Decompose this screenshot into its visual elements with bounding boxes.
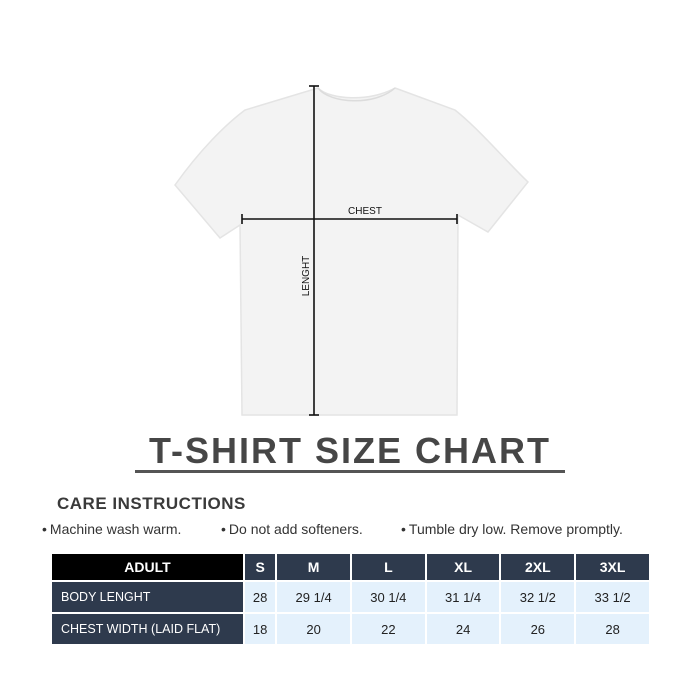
table-cell: 20	[275, 612, 352, 646]
page-title: T-SHIRT SIZE CHART	[149, 430, 551, 471]
table-cell: 33 1/2	[574, 580, 651, 614]
tshirt-image	[174, 87, 530, 416]
size-header: L	[349, 552, 427, 582]
table-cell: 28	[242, 580, 278, 614]
size-header: M	[275, 552, 352, 582]
table-cell: 22	[349, 612, 427, 646]
size-header: S	[242, 552, 278, 582]
table-cell: 18	[242, 612, 278, 646]
table-cell: 24	[424, 612, 502, 646]
size-header: 3XL	[574, 552, 651, 582]
table-cell: 30 1/4	[349, 580, 427, 614]
table-cell: 31 1/4	[424, 580, 502, 614]
care-item: Do not add softeners.	[221, 521, 363, 537]
size-header: 2XL	[499, 552, 577, 582]
tshirt-diagram: CHEST LENGHT	[174, 85, 530, 416]
care-item: Machine wash warm.	[42, 521, 182, 537]
row-label: BODY LENGHT	[50, 580, 245, 614]
corner-header: ADULT	[50, 552, 245, 582]
table-cell: 28	[574, 612, 651, 646]
size-table: ADULT S M L XL 2XL 3XL BODY LENGHT 28 29…	[50, 552, 651, 646]
chest-label: CHEST	[348, 206, 382, 217]
table-row: CHEST WIDTH (LAID FLAT) 18 20 22 24 26 2…	[50, 612, 651, 646]
row-label: CHEST WIDTH (LAID FLAT)	[50, 612, 245, 646]
table-cell: 29 1/4	[275, 580, 352, 614]
care-heading: CARE INSTRUCTIONS	[57, 494, 246, 513]
title-underline	[135, 470, 565, 473]
table-cell: 26	[499, 612, 577, 646]
table-row: BODY LENGHT 28 29 1/4 30 1/4 31 1/4 32 1…	[50, 580, 651, 614]
care-item: Tumble dry low. Remove promptly.	[401, 521, 623, 537]
table-cell: 32 1/2	[499, 580, 577, 614]
table-header-row: ADULT S M L XL 2XL 3XL	[50, 552, 651, 582]
length-label: LENGHT	[301, 256, 312, 297]
size-header: XL	[424, 552, 502, 582]
